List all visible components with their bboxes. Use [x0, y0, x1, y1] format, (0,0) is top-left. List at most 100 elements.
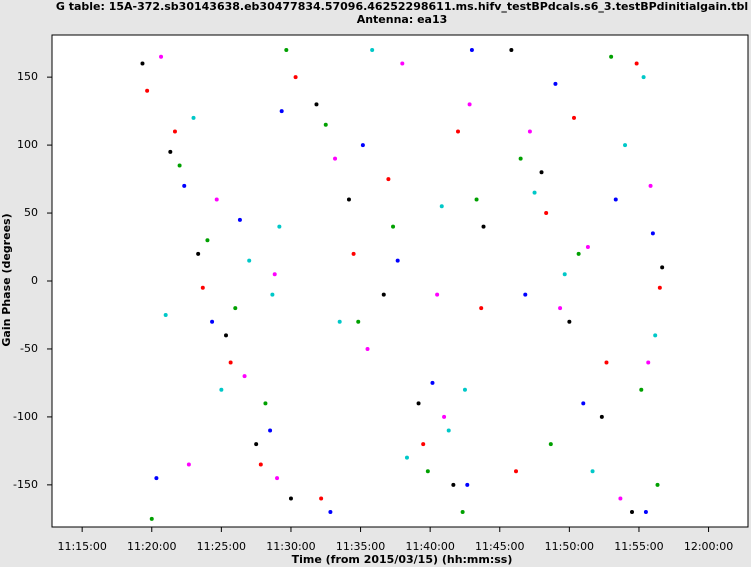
data-point — [293, 75, 298, 80]
data-point — [400, 61, 405, 66]
data-point — [609, 54, 614, 59]
data-point — [548, 442, 553, 447]
data-point — [572, 115, 576, 120]
x-tick-label: 11:30:00 — [266, 540, 315, 553]
data-point — [258, 462, 263, 467]
data-point — [479, 306, 484, 311]
data-point — [553, 81, 558, 86]
data-point — [481, 224, 486, 229]
data-point — [630, 510, 634, 515]
data-point — [360, 143, 365, 148]
data-point — [254, 442, 259, 447]
data-point — [474, 197, 479, 202]
data-point — [191, 115, 196, 120]
data-point — [205, 238, 210, 243]
data-point — [518, 156, 523, 161]
data-point — [660, 265, 665, 270]
data-point — [465, 482, 470, 487]
y-axis-label: Gain Phase (degrees) — [0, 213, 13, 346]
y-tick-label: 150 — [17, 70, 38, 83]
data-point — [370, 47, 375, 52]
data-point — [172, 129, 177, 134]
data-point — [391, 224, 396, 229]
data-point — [421, 442, 426, 447]
data-point — [425, 469, 430, 474]
y-tick-label: -50 — [20, 342, 38, 355]
data-point — [365, 346, 370, 351]
data-point — [562, 272, 567, 277]
data-point — [657, 285, 662, 290]
data-point — [275, 476, 280, 481]
data-point — [337, 319, 342, 324]
data-point — [456, 129, 460, 134]
data-point — [159, 54, 164, 59]
x-tick-label: 11:20:00 — [127, 540, 176, 553]
data-point — [186, 462, 191, 467]
data-point — [514, 469, 518, 474]
data-point — [277, 224, 282, 229]
x-tick-label: 11:50:00 — [545, 540, 594, 553]
data-point — [509, 47, 514, 52]
chart-subtitle: Antenna: ea13 — [357, 13, 448, 26]
data-point — [567, 319, 572, 324]
data-point — [263, 401, 268, 406]
data-point — [177, 163, 182, 168]
data-point — [539, 170, 544, 175]
data-point — [581, 401, 586, 406]
data-point — [430, 380, 435, 385]
y-tick-label: 100 — [17, 138, 38, 151]
y-tick-label: 0 — [31, 274, 38, 287]
data-point — [585, 245, 590, 250]
data-point — [284, 47, 289, 52]
data-point — [242, 374, 247, 379]
data-point — [650, 231, 655, 236]
x-tick-label: 11:45:00 — [475, 540, 524, 553]
plot-area — [51, 34, 749, 528]
data-point — [646, 360, 651, 365]
data-point — [200, 285, 205, 290]
data-point — [532, 190, 537, 195]
data-point — [451, 482, 456, 487]
x-tick-label: 11:35:00 — [336, 540, 385, 553]
data-point — [288, 496, 293, 501]
data-point — [168, 149, 173, 154]
data-point — [196, 251, 201, 256]
data-point — [639, 387, 644, 392]
data-point — [228, 360, 233, 365]
x-tick-label: 11:25:00 — [197, 540, 246, 553]
data-point — [576, 251, 581, 256]
data-point — [655, 482, 660, 487]
data-point — [247, 258, 252, 263]
data-point — [323, 122, 328, 127]
data-point — [319, 496, 324, 501]
data-point — [446, 428, 451, 433]
data-point — [237, 217, 242, 222]
data-point — [467, 102, 472, 107]
data-point — [214, 197, 219, 202]
y-tick-label: -150 — [13, 478, 38, 491]
data-point — [314, 102, 319, 107]
y-tick-label: 50 — [24, 206, 38, 219]
data-point — [618, 496, 623, 501]
data-point — [613, 197, 618, 202]
data-point — [439, 204, 444, 209]
data-point — [623, 143, 628, 148]
data-point — [604, 360, 609, 365]
data-point — [346, 197, 351, 202]
data-point — [224, 333, 228, 338]
data-point — [328, 510, 333, 515]
data-point — [333, 156, 338, 161]
data-point — [145, 88, 150, 93]
data-point — [351, 251, 356, 256]
data-point — [182, 183, 187, 188]
data-point — [416, 401, 421, 406]
data-point — [404, 455, 409, 460]
data-point — [395, 258, 400, 263]
data-point — [544, 211, 549, 216]
x-tick-label: 12:00:00 — [684, 540, 733, 553]
data-point — [641, 75, 646, 80]
data-point — [356, 319, 361, 324]
data-point — [590, 469, 595, 474]
data-point — [386, 177, 391, 182]
data-point — [270, 292, 275, 297]
